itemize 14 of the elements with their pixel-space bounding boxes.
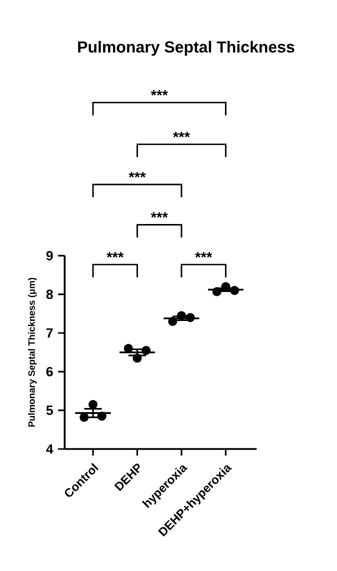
y-tick-label: 4 (46, 444, 54, 454)
y-tick-label: 9 (46, 250, 53, 260)
annotation: *** (106, 252, 124, 258)
annotation: *** (195, 252, 212, 258)
y-tick-label: 6 (46, 366, 53, 376)
chart-title: Pulmonary Septal Thickness (78, 40, 294, 56)
text: *** (128, 172, 146, 178)
text: *** (150, 212, 168, 218)
y-axis-title: Pulmonary Septal Thickness (μm) (28, 278, 37, 427)
text: *** (172, 132, 190, 138)
y-tick-label: 8 (46, 290, 53, 300)
text: *** (150, 90, 168, 96)
y-tick-label: 5 (46, 406, 53, 415)
y-tick-label: 7 (46, 328, 53, 338)
